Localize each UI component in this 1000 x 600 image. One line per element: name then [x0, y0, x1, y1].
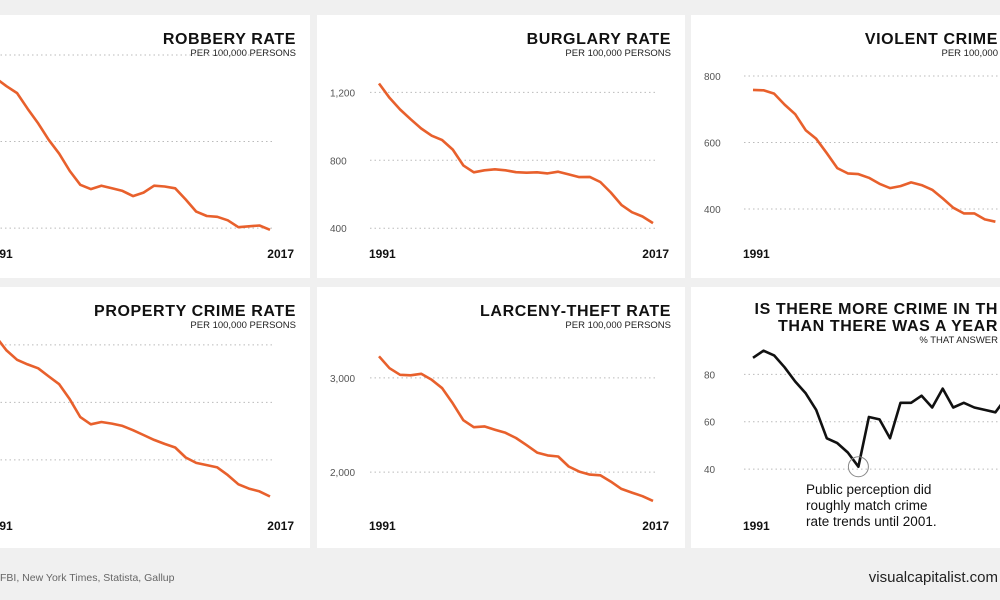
- y-tick-label: 3,000: [330, 374, 355, 385]
- data-line: [377, 82, 654, 225]
- annotation: rate trends until 2001.: [806, 514, 937, 529]
- panel-background: [691, 287, 1000, 548]
- x-tick-label: 2017: [267, 247, 294, 261]
- chart-title: IS THERE MORE CRIME IN TH: [755, 301, 998, 318]
- chart-subtitle: PER 100,000 PERSONS: [190, 48, 296, 59]
- chart-title: VIOLENT CRIME: [865, 31, 998, 48]
- panel-background: [0, 287, 310, 548]
- chart-title: BURGLARY RATE: [527, 31, 671, 48]
- data-line: [0, 339, 271, 498]
- highlight-circle: [847, 456, 869, 478]
- chart-title: PROPERTY CRIME RATE: [94, 303, 296, 320]
- chart-title: THAN THERE WAS A YEAR: [778, 318, 998, 335]
- x-tick-label: 1991: [0, 247, 13, 261]
- chart-subtitle: PER 100,000 PERSONS: [190, 320, 296, 331]
- panel-background: [0, 15, 310, 278]
- y-tick-label: 40: [704, 465, 716, 476]
- y-tick-label: 2,000: [330, 468, 355, 479]
- y-tick-label: 600: [704, 139, 721, 150]
- chart-subtitle: PER 100,000 PERSONS: [565, 48, 671, 59]
- y-tick-label: 800: [704, 72, 721, 83]
- y-tick-label: 400: [330, 224, 347, 235]
- sources: FBI, New York Times, Statista, Gallup: [0, 572, 175, 584]
- chart-subtitle: % THAT ANSWER: [919, 335, 998, 346]
- data-line: [752, 349, 1000, 468]
- x-tick-label: 2017: [642, 519, 669, 533]
- data-line: [752, 88, 996, 223]
- data-line: [378, 355, 654, 503]
- y-tick-label: 1,200: [330, 88, 355, 99]
- y-tick-label: 400: [704, 205, 721, 216]
- x-tick-label: 1991: [369, 247, 396, 261]
- x-tick-label: 2017: [267, 519, 294, 533]
- annotation: roughly match crime: [806, 498, 928, 513]
- y-tick-label: 80: [704, 370, 716, 381]
- x-tick-label: 2017: [642, 247, 669, 261]
- chart-title: LARCENY-THEFT RATE: [480, 303, 671, 320]
- y-tick-label: 60: [704, 418, 716, 429]
- annotation: Public perception did: [806, 482, 931, 497]
- panel-background: [317, 287, 685, 548]
- x-tick-label: 1991: [0, 519, 13, 533]
- chart-subtitle: PER 100,000: [941, 48, 998, 59]
- y-tick-label: 800: [330, 156, 347, 167]
- chart-subtitle: PER 100,000 PERSONS: [565, 320, 671, 331]
- chart-title: ROBBERY RATE: [163, 31, 296, 48]
- data-line: [0, 79, 271, 232]
- x-tick-label: 1991: [743, 519, 770, 533]
- x-tick-label: 1991: [369, 519, 396, 533]
- x-tick-label: 1991: [743, 247, 770, 261]
- brand: visualcapitalist.com: [869, 569, 998, 586]
- panel-background: [317, 15, 685, 278]
- panel-background: [691, 15, 1000, 278]
